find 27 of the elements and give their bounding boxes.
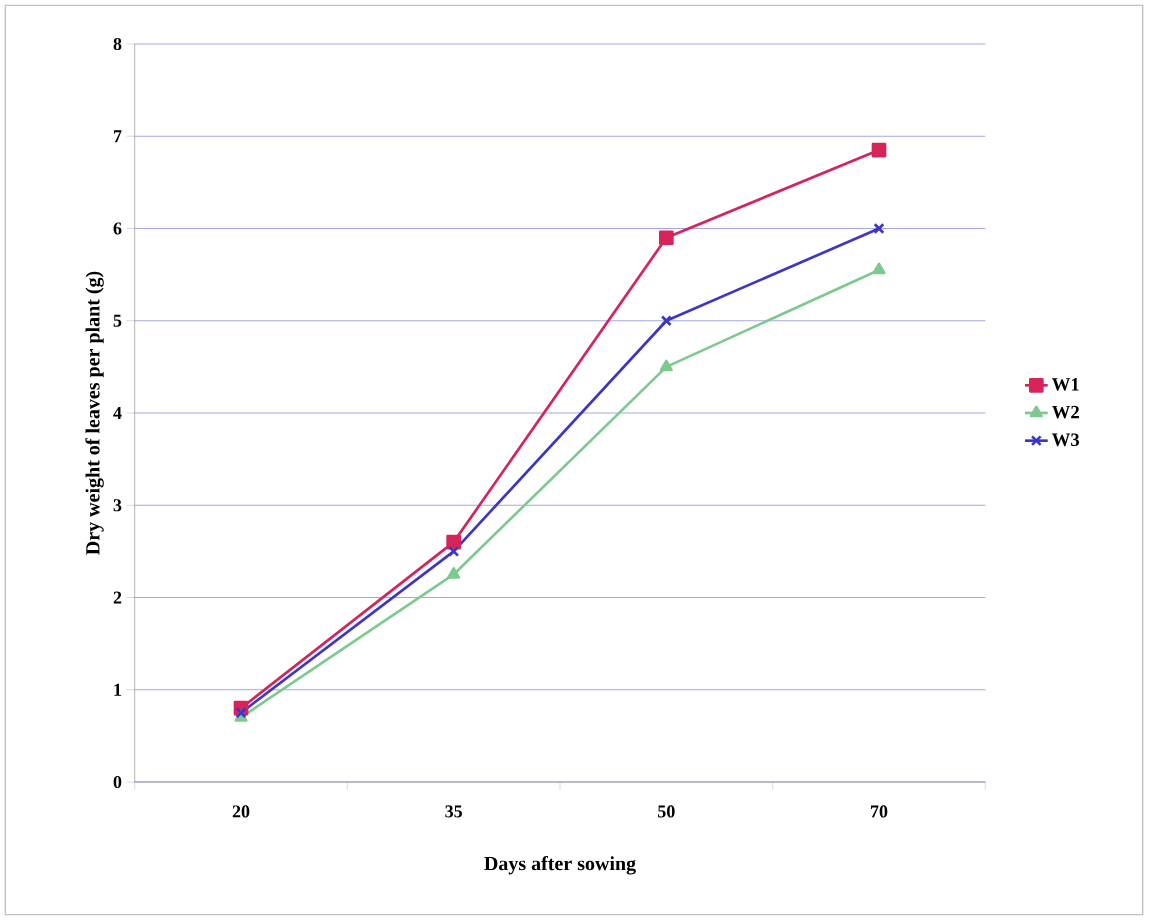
x-axis-title: Days after sowing	[484, 856, 636, 875]
y-tick-label: 6	[113, 222, 122, 235]
legend-label: W1	[1051, 378, 1079, 391]
y-tick-label: 2	[113, 591, 122, 604]
point	[871, 142, 887, 158]
point	[446, 534, 462, 550]
point	[872, 262, 886, 275]
point	[873, 222, 885, 235]
y-tick-label: 1	[114, 683, 122, 696]
y-tick-label: 8	[113, 37, 122, 51]
x-tick-label: 50	[658, 805, 675, 818]
y-tick-label: 3	[113, 499, 122, 512]
x-tick-label: 20	[232, 805, 250, 818]
x-tick-label: 70	[871, 805, 888, 818]
legend-label: W2	[1051, 405, 1079, 419]
point	[448, 545, 460, 557]
y-axis-title: Dry weight of leaves per plant (g)	[85, 271, 104, 555]
legend-label: W3	[1051, 433, 1080, 447]
point	[659, 230, 674, 246]
y-tick-label: 0	[113, 775, 122, 789]
y-tick-label: 4	[113, 407, 122, 419]
point	[659, 359, 673, 372]
x-tick-label: 35	[445, 805, 463, 818]
point	[660, 315, 672, 327]
point	[447, 567, 461, 579]
y-tick-label: 5	[113, 314, 122, 327]
y-tick-label: 7	[113, 130, 122, 143]
